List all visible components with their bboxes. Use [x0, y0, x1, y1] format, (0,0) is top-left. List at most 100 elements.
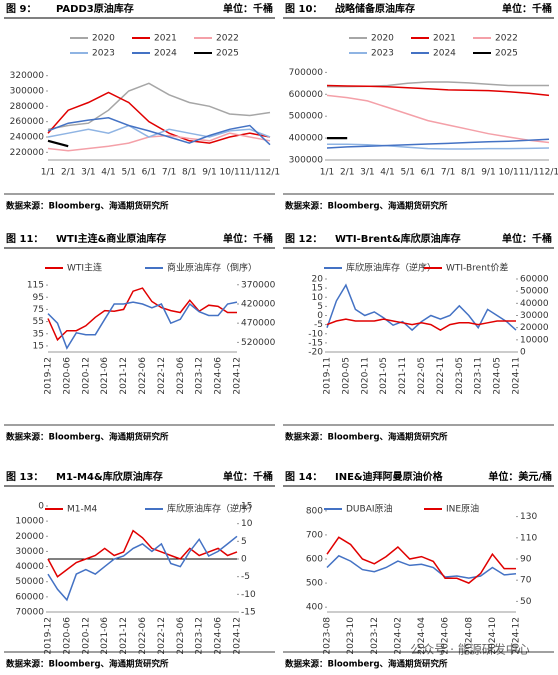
x-tick-label: 2022-12 — [157, 617, 167, 655]
figure-label: 图 10： — [285, 3, 322, 15]
legend-label: 2020 — [371, 34, 394, 44]
legend-label: 2022 — [216, 34, 239, 44]
legend-label: 2022 — [495, 34, 518, 44]
x-tick-label: 7/1 — [162, 168, 176, 178]
y-tick-label: 115 — [27, 281, 44, 291]
y-tick-label: 600 — [306, 555, 323, 565]
y-tick-label: 700 — [306, 530, 323, 540]
y-tick-label: -15 — [308, 338, 323, 348]
figure-title: 战略储备原油库存 — [335, 2, 415, 15]
y2-tick-label: 370000 — [241, 280, 276, 290]
figure-label: 图 11： — [6, 233, 43, 245]
y-tick-label: 5 — [317, 302, 323, 312]
y2-tick-label: 0 — [241, 555, 247, 565]
y2-tick-label: 420000 — [241, 299, 276, 309]
series-line — [47, 82, 271, 131]
y-tick-label: 40000 — [15, 562, 44, 572]
y-tick-label: 0 — [317, 311, 323, 321]
legend-label: 2023 — [371, 49, 394, 59]
x-tick-label: 5/1 — [400, 168, 414, 178]
watermark: 公众号 · 能源研发中心 — [410, 642, 529, 657]
figure-unit: 单位：千桶 — [223, 232, 273, 245]
x-tick-label: 2021-12 — [119, 617, 129, 655]
y2-tick-label: 130 — [520, 512, 537, 522]
figure-unit: 单位：千桶 — [502, 2, 552, 15]
y-tick-label: 30000 — [15, 547, 44, 557]
series-line — [47, 132, 271, 152]
x-tick-label: 2019-11 — [323, 357, 333, 395]
y-tick-label: 0 — [38, 502, 44, 512]
legend-label: 2023 — [92, 49, 115, 59]
y-tick-label: 20000 — [15, 532, 44, 542]
figure-title: INE&迪拜阿曼原油价格 — [335, 470, 444, 483]
x-tick-label: 10/1 — [220, 168, 240, 178]
y-tick-label: 280000 — [10, 102, 45, 112]
legend-label: 商业原油库存（倒序） — [167, 262, 257, 274]
x-tick-label: 2020-05 — [341, 357, 351, 395]
series-line — [326, 283, 517, 332]
y-tick-label: 220000 — [10, 148, 45, 158]
x-tick-label: 1/1 — [320, 168, 334, 178]
x-tick-label: 2021-06 — [100, 617, 110, 655]
series-line — [47, 117, 271, 146]
x-tick-label: 2023-11 — [474, 357, 484, 395]
y-tick-label: 500000 — [289, 112, 324, 122]
y-tick-label: 70000 — [15, 608, 44, 618]
series-line — [326, 318, 516, 331]
y2-tick-label: -15 — [241, 608, 256, 618]
y2-tick-label: 10 — [241, 519, 253, 529]
x-tick-label: 2024-12 — [512, 617, 522, 655]
x-tick-label: 2021-12 — [119, 357, 129, 395]
x-tick-label: 5/1 — [121, 168, 135, 178]
x-tick-label: 2023-12 — [370, 617, 380, 655]
x-tick-label: 10/1 — [499, 168, 519, 178]
y-tick-label: 50000 — [15, 577, 44, 587]
x-tick-label: 2024-08 — [464, 617, 474, 655]
y2-tick-label: 5 — [241, 537, 247, 547]
figure-unit: 单位：千桶 — [502, 232, 552, 245]
source-note: 数据来源：Bloomberg、海通期货研究所 — [285, 659, 448, 670]
legend-label: 2025 — [216, 49, 239, 59]
legend-label: 库欣原油库存（逆序） — [346, 262, 436, 274]
y2-tick-label: 50000 — [520, 287, 549, 297]
y2-tick-label: 70 — [520, 576, 532, 586]
y-tick-label: 15 — [33, 341, 44, 351]
legend-label: 2021 — [154, 34, 177, 44]
figure-title: WTI主连&商业原油库存 — [56, 232, 166, 245]
x-tick-label: 2021-06 — [100, 357, 110, 395]
x-tick-label: 2020-12 — [81, 617, 91, 655]
x-tick-label: 2024-06 — [214, 357, 224, 395]
x-tick-label: 2021-11 — [398, 357, 408, 395]
y-tick-label: 60000 — [15, 592, 44, 602]
x-tick-label: 2024-10 — [488, 617, 498, 655]
x-tick-label: 11/1 — [240, 168, 260, 178]
series-line — [327, 143, 550, 150]
x-tick-label: 6/1 — [421, 168, 435, 178]
y2-tick-label: 60000 — [520, 275, 549, 285]
source-note: 数据来源：Bloomberg、海通期货研究所 — [285, 432, 448, 443]
y-tick-label: 10000 — [15, 517, 44, 527]
x-tick-label: 11/1 — [519, 168, 539, 178]
x-tick-label: 2024-02 — [393, 617, 403, 655]
source-note: 数据来源：Bloomberg、海通期货研究所 — [6, 659, 169, 670]
x-tick-label: 2020-11 — [360, 357, 370, 395]
x-tick-label: 2024-11 — [512, 357, 522, 395]
y2-tick-label: 30000 — [520, 311, 549, 321]
legend-label: DUBAI原油 — [346, 503, 393, 515]
figure-label: 图 9： — [6, 3, 36, 15]
x-tick-label: 2021-05 — [379, 357, 389, 395]
figure-title: PADD3原油库存 — [56, 2, 134, 15]
x-tick-label: 2022-06 — [138, 357, 148, 395]
y-tick-label: 500 — [306, 579, 323, 589]
x-tick-label: 2022-12 — [157, 357, 167, 395]
legend-label: 库欣原油库存（逆序） — [167, 503, 257, 515]
x-tick-label: 2023-08 — [323, 617, 333, 655]
y-tick-label: -20 — [308, 348, 323, 358]
y-tick-label: 700000 — [289, 68, 324, 78]
x-tick-label: 12/1 — [260, 168, 280, 178]
x-tick-label: 3/1 — [360, 168, 374, 178]
y-tick-label: 400 — [306, 603, 323, 613]
figure-title: WTI-Brent&库欣原油库存 — [335, 232, 461, 245]
x-tick-label: 2/1 — [340, 168, 354, 178]
x-tick-label: 2019-12 — [44, 357, 54, 395]
